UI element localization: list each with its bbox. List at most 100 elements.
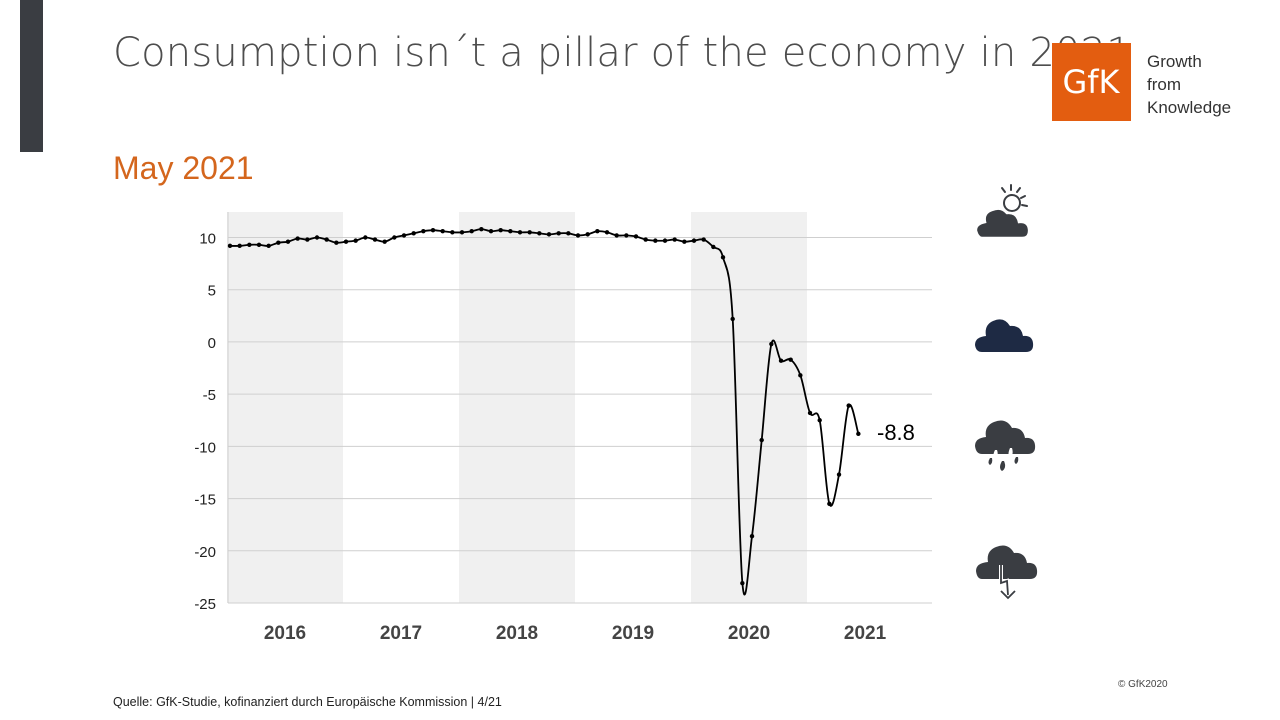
gfk-logo-background xyxy=(1052,43,1131,121)
data-point xyxy=(498,227,503,233)
x-axis-year-labels: 2016 2017 2018 2019 2020 2021 xyxy=(264,623,887,644)
data-point xyxy=(411,231,416,236)
data-point xyxy=(440,229,445,234)
gridlines xyxy=(227,212,932,604)
copyright-notice: © GfK2020 xyxy=(1118,679,1168,690)
data-point xyxy=(643,237,648,242)
data-point xyxy=(430,227,436,233)
data-point xyxy=(450,230,455,235)
data-point xyxy=(556,231,561,236)
data-point xyxy=(711,244,716,250)
gfk-logo: GfK xyxy=(1052,43,1131,121)
data-point xyxy=(749,533,755,539)
data-point xyxy=(401,233,407,238)
data-point xyxy=(227,243,233,249)
cloud-icon xyxy=(975,319,1034,352)
data-point xyxy=(827,501,832,506)
data-point xyxy=(372,237,378,242)
data-point xyxy=(285,239,291,244)
year-band-2018 xyxy=(459,212,576,603)
logo-tagline: Growth from Knowledge xyxy=(1147,50,1231,119)
data-point xyxy=(256,242,262,248)
data-point xyxy=(633,234,639,239)
data-point xyxy=(846,403,851,408)
data-point xyxy=(237,243,242,249)
tagline-line-1: Growth xyxy=(1147,52,1202,71)
data-point xyxy=(537,231,542,236)
data-point xyxy=(382,239,387,244)
year-band-2020 xyxy=(691,212,808,603)
y-tick-label: -15 xyxy=(194,492,216,509)
data-point xyxy=(740,580,745,586)
data-point xyxy=(836,472,842,477)
data-point xyxy=(488,229,494,234)
data-point xyxy=(353,238,358,243)
data-point xyxy=(517,230,523,235)
last-value-label: -8.8 xyxy=(877,420,915,445)
y-tick-label: 5 xyxy=(208,283,216,300)
data-point xyxy=(479,226,484,232)
data-point xyxy=(392,235,397,240)
gfk-logo-text: GfK xyxy=(1062,63,1120,101)
side-accent-bar xyxy=(20,0,43,152)
data-point xyxy=(508,229,513,234)
data-point xyxy=(546,232,552,237)
data-point xyxy=(817,418,822,423)
year-shading-bands xyxy=(227,212,808,603)
y-tick-label: -20 xyxy=(194,544,216,561)
sun-behind-cloud-icon xyxy=(974,184,1031,240)
data-point xyxy=(295,236,300,241)
thunder-cloud-icon xyxy=(976,545,1038,600)
data-point xyxy=(769,341,774,347)
data-point xyxy=(624,233,629,238)
tagline-line-3: Knowledge xyxy=(1147,98,1232,117)
data-points xyxy=(227,226,861,586)
y-tick-label: 10 xyxy=(199,231,216,248)
data-point xyxy=(459,230,465,235)
x-year-label-2018: 2018 xyxy=(496,623,538,644)
data-point xyxy=(469,229,474,234)
data-point xyxy=(595,229,600,234)
data-point xyxy=(691,238,697,243)
data-point xyxy=(720,255,726,260)
y-tick-label: -25 xyxy=(194,596,216,613)
y-axis-tick-labels: 10 5 0 -5 -10 -15 -20 -25 xyxy=(194,231,216,614)
x-year-label-2016: 2016 xyxy=(264,623,306,644)
x-year-label-2017: 2017 xyxy=(380,623,422,644)
data-point xyxy=(682,239,687,244)
data-point xyxy=(730,316,735,322)
data-point xyxy=(662,238,668,243)
y-tick-label: -5 xyxy=(203,387,216,404)
data-point xyxy=(585,232,590,237)
data-point xyxy=(653,238,658,243)
x-year-label-2020: 2020 xyxy=(728,623,770,644)
data-point xyxy=(527,230,532,235)
data-point xyxy=(614,233,619,238)
x-year-label-2019: 2019 xyxy=(612,623,654,644)
data-point xyxy=(421,229,426,234)
data-point xyxy=(266,243,271,249)
data-point xyxy=(566,231,571,236)
x-year-label-2021: 2021 xyxy=(844,623,887,644)
data-point xyxy=(324,237,329,242)
page-title: Consumption isn´t a pillar of the econom… xyxy=(113,30,1132,76)
data-point xyxy=(807,410,813,416)
data-point xyxy=(604,230,610,235)
y-tick-label: -10 xyxy=(194,439,216,456)
data-point xyxy=(701,237,706,242)
data-point xyxy=(343,239,349,244)
data-point xyxy=(672,237,677,242)
data-point xyxy=(334,240,339,245)
data-point xyxy=(363,235,368,240)
data-point xyxy=(247,242,252,248)
chart-subtitle: May 2021 xyxy=(113,150,254,186)
data-point xyxy=(759,437,764,443)
data-point xyxy=(856,431,861,437)
data-point xyxy=(788,357,793,362)
data-point xyxy=(314,235,320,240)
data-point xyxy=(276,240,281,245)
year-band-2016 xyxy=(227,212,344,603)
data-point xyxy=(778,358,784,363)
source-footer: Quelle: GfK-Studie, kofinanziert durch E… xyxy=(113,695,502,709)
